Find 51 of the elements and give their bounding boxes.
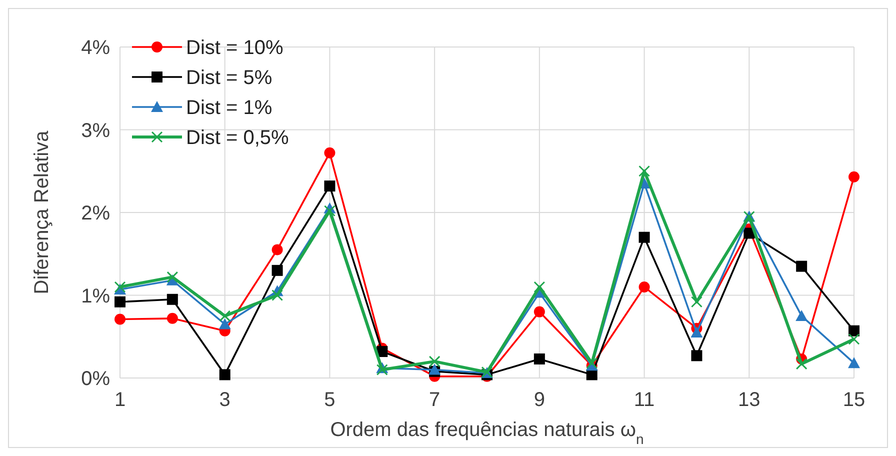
point <box>272 290 284 301</box>
point <box>691 350 702 362</box>
point <box>114 296 126 308</box>
x-axis-title: Ordem das frequências naturais ω$_{n}$ <box>330 419 644 447</box>
legend-label: Dist = 5% <box>186 67 272 89</box>
x-tick-label: 9 <box>534 389 545 411</box>
point <box>166 294 178 305</box>
point <box>534 306 545 318</box>
y-tick-label: 4% <box>81 37 110 59</box>
x-tick-label: 3 <box>219 389 230 411</box>
point <box>638 281 650 292</box>
point <box>638 232 650 243</box>
legend-label: Dist = 0,5% <box>186 127 290 149</box>
point <box>534 353 545 364</box>
point <box>848 171 860 182</box>
point <box>586 357 598 369</box>
x-tick-label: 5 <box>324 389 336 411</box>
point <box>218 318 231 330</box>
point <box>796 310 808 321</box>
point <box>166 312 178 324</box>
y-tick-label: 0% <box>81 368 110 390</box>
legend-label: Dist = 10% <box>186 37 284 59</box>
point <box>534 281 546 293</box>
y-tick-label: 1% <box>81 285 110 308</box>
point <box>114 314 126 325</box>
point <box>690 326 703 338</box>
point <box>324 147 336 158</box>
point <box>272 244 283 256</box>
point <box>324 180 336 192</box>
point <box>638 165 650 177</box>
legend-label: Dist = 1% <box>186 97 272 119</box>
point <box>272 264 283 276</box>
point <box>166 271 178 283</box>
point <box>796 260 808 272</box>
point <box>848 333 860 345</box>
point <box>796 358 808 370</box>
y-tick-label: 2% <box>81 202 110 224</box>
y-axis-title: Diferença Relativa <box>31 130 53 294</box>
point <box>324 205 336 217</box>
point <box>848 357 860 368</box>
x-tick-label: 1 <box>114 389 126 411</box>
x-tick-label: 7 <box>429 389 440 411</box>
point <box>690 296 702 308</box>
point <box>219 369 230 380</box>
point <box>219 310 231 322</box>
point <box>428 356 440 368</box>
point <box>848 325 860 336</box>
x-tick-label: 15 <box>842 389 866 411</box>
y-tick-label: 3% <box>81 120 110 142</box>
x-tick-label: 11 <box>634 389 655 411</box>
x-tick-label: 13 <box>738 389 760 411</box>
